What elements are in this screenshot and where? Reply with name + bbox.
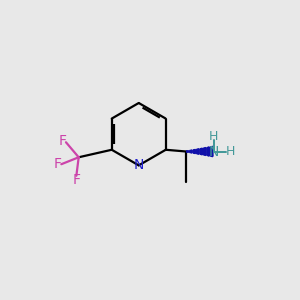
Polygon shape — [186, 151, 189, 152]
Text: H: H — [209, 130, 218, 143]
Polygon shape — [196, 149, 199, 154]
Text: F: F — [58, 134, 67, 148]
Polygon shape — [203, 148, 206, 155]
Text: F: F — [53, 157, 61, 171]
Polygon shape — [200, 148, 202, 154]
Polygon shape — [207, 147, 209, 156]
Text: F: F — [72, 173, 80, 188]
Text: N: N — [134, 158, 144, 172]
Text: N: N — [208, 145, 219, 158]
Polygon shape — [210, 147, 213, 156]
Polygon shape — [190, 150, 192, 153]
Text: H: H — [225, 145, 235, 158]
Polygon shape — [193, 150, 196, 153]
